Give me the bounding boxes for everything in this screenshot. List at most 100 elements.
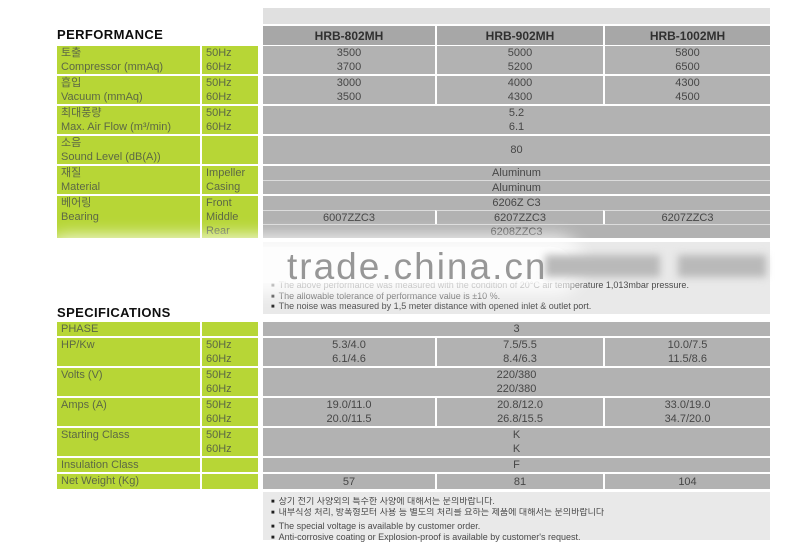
- row-values: 3: [263, 322, 770, 336]
- row-label-kr: 소음: [61, 137, 82, 149]
- row-label: 소음 Sound Level (dB(A)): [57, 136, 200, 164]
- data-cell: 7.5/5.5: [435, 338, 603, 352]
- freq-label: 50Hz: [206, 77, 232, 89]
- row-label-en: Net Weight (Kg): [61, 475, 140, 487]
- data-cell: 26.8/15.5: [435, 412, 603, 426]
- data-cell: 6207ZZC3: [435, 210, 603, 224]
- data-cell-span: K: [263, 442, 770, 456]
- row-values: 3500 5000 5800 3700 5200 6500: [263, 46, 770, 74]
- row-label-kr: 재질: [61, 167, 82, 179]
- row-label-en: Insulation Class: [61, 459, 139, 471]
- freq-label: 50Hz: [206, 339, 232, 351]
- data-cell: 3500: [263, 90, 435, 104]
- row-label: HP/Kw: [57, 338, 200, 366]
- specifications-section-title: SPECIFICATIONS: [57, 305, 171, 320]
- row-label-en: HP/Kw: [61, 339, 95, 351]
- data-cell: 19.0/11.0: [263, 398, 435, 412]
- data-cell-span: 5.2: [263, 106, 770, 120]
- model-header-cell: HRB-802MH: [314, 28, 384, 43]
- data-cell-span: K: [263, 428, 770, 442]
- freq-labels: 50Hz 60Hz: [200, 106, 258, 134]
- table-row-group-starting-class: Starting Class 50Hz 60Hz K K: [57, 428, 770, 456]
- freq-label: 50Hz: [206, 429, 232, 441]
- table-row-group-material: 재질 Material Impeller Casing Aluminum Alu…: [57, 166, 770, 194]
- freq-labels: 50Hz 60Hz: [200, 368, 258, 396]
- row-label-en: Starting Class: [61, 429, 130, 441]
- data-cell-span: 220/380: [263, 382, 770, 396]
- data-cell-span: Aluminum: [263, 180, 770, 194]
- performance-table: 토출 Compressor (mmAq) 50Hz 60Hz 3500 5000…: [57, 46, 770, 240]
- data-cell: 6500: [603, 60, 770, 74]
- model-header-cell: HRB-1002MH: [603, 26, 770, 45]
- data-cell: 57: [263, 474, 435, 489]
- row-values: 19.0/11.0 20.8/12.0 33.0/19.0 20.0/11.5 …: [263, 398, 770, 426]
- freq-label: Impeller: [206, 167, 246, 179]
- data-cell: 6007ZZC3: [263, 210, 435, 224]
- row-label: 베어링 Bearing: [57, 196, 200, 238]
- data-cell: 4300: [603, 76, 770, 90]
- row-values: F: [263, 458, 770, 472]
- data-cell-span: 6.1: [263, 120, 770, 134]
- freq-label: Rear: [206, 225, 230, 237]
- watermark-blur-band: [52, 247, 572, 283]
- row-label-en: Compressor (mmAq): [61, 61, 164, 73]
- note-line: Anti-corrosive coating or Explosion-proo…: [271, 533, 770, 544]
- row-values: 6206Z C3 6007ZZC3 6207ZZC3 6207ZZC3 6208…: [263, 196, 770, 238]
- row-label: PHASE: [57, 322, 200, 336]
- row-label-en: Amps (A): [61, 399, 107, 411]
- note-line: The allowable tolerance of performance v…: [271, 292, 770, 303]
- freq-labels: [200, 322, 258, 336]
- row-label: Net Weight (Kg): [57, 474, 200, 489]
- data-cell: 10.0/7.5: [603, 338, 770, 352]
- freq-labels: 50Hz 60Hz: [200, 46, 258, 74]
- note-line: The special voltage is available by cust…: [271, 522, 770, 533]
- data-cell: 81: [435, 474, 603, 489]
- row-label-kr: 흡입: [61, 77, 82, 89]
- freq-label: Front: [206, 197, 232, 209]
- data-cell: 33.0/19.0: [603, 398, 770, 412]
- model-header-cell: HRB-902MH: [435, 26, 603, 45]
- performance-section-title: PERFORMANCE: [57, 27, 164, 42]
- row-label: Volts (V): [57, 368, 200, 396]
- freq-label: 50Hz: [206, 399, 232, 411]
- row-values: Aluminum Aluminum: [263, 166, 770, 194]
- blur-patch: [545, 255, 660, 277]
- row-label-en: Material: [61, 181, 101, 193]
- freq-labels: 50Hz 60Hz: [200, 76, 258, 104]
- table-row-group-hp: HP/Kw 50Hz 60Hz 5.3/4.0 7.5/5.5 10.0/7.5…: [57, 338, 770, 366]
- data-cell: 8.4/6.3: [435, 352, 603, 366]
- data-cell: 20.0/11.5: [263, 412, 435, 426]
- data-cell: 20.8/12.0: [435, 398, 603, 412]
- row-values: 3000 4000 4300 3500 4300 4500: [263, 76, 770, 104]
- table-row-group-airflow: 최대풍량 Max. Air Flow (m³/min) 50Hz 60Hz 5.…: [57, 106, 770, 134]
- row-label-en: Bearing: [61, 211, 99, 223]
- data-cell: 34.7/20.0: [603, 412, 770, 426]
- header-top-band: [263, 8, 770, 24]
- note-line: The above performance was measured with …: [271, 281, 770, 292]
- data-cell: 5800: [603, 46, 770, 60]
- data-cell-span: F: [263, 458, 770, 472]
- row-label-kr: 최대풍량: [61, 107, 102, 119]
- row-label: 최대풍량 Max. Air Flow (m³/min): [57, 106, 200, 134]
- freq-labels: Front Middle Rear: [200, 196, 258, 238]
- row-values: 80: [263, 136, 770, 164]
- row-label-en: Max. Air Flow (m³/min): [61, 121, 171, 133]
- data-cell-span: 6206Z C3: [263, 196, 770, 210]
- table-row-group-insulation-class: Insulation Class F: [57, 458, 770, 472]
- data-cell: 104: [603, 474, 770, 489]
- row-label: 토출 Compressor (mmAq): [57, 46, 200, 74]
- data-cell: 6.1/4.6: [263, 352, 435, 366]
- table-row-group-volts: Volts (V) 50Hz 60Hz 220/380 220/380: [57, 368, 770, 396]
- table-row-group-net-weight: Net Weight (Kg) 57 81 104: [57, 474, 770, 489]
- row-label-kr: 베어링: [61, 197, 92, 209]
- freq-label: 60Hz: [206, 413, 232, 425]
- row-label-en: Sound Level (dB(A)): [61, 151, 161, 163]
- data-cell: 3500: [263, 46, 435, 60]
- data-cell: 3700: [263, 60, 435, 74]
- freq-label: 60Hz: [206, 443, 232, 455]
- freq-label: Middle: [206, 211, 239, 223]
- row-values: K K: [263, 428, 770, 456]
- data-cell-span: 3: [263, 322, 770, 336]
- data-cell: 3000: [263, 76, 435, 90]
